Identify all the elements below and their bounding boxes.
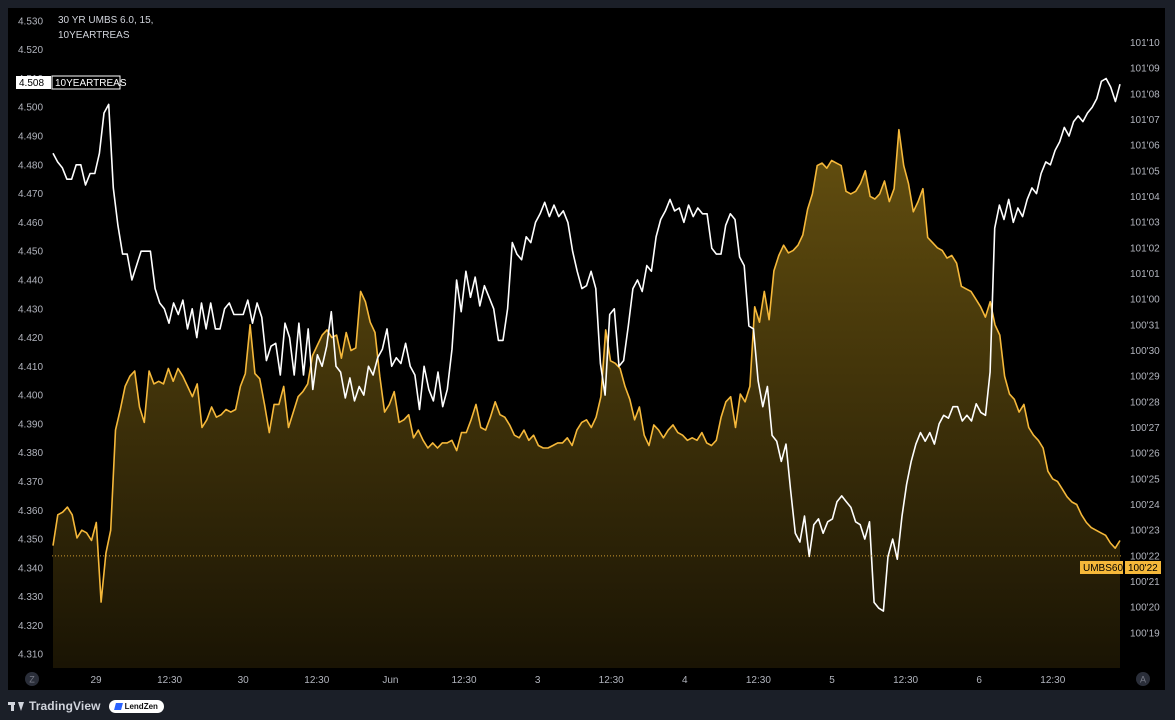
right-axis-tick: 100'26: [1130, 449, 1160, 460]
right-axis-tick: 101'02: [1130, 243, 1160, 254]
left-axis-tick: 4.430: [18, 304, 43, 315]
right-axis-tick: 100'22: [1130, 551, 1160, 562]
time-axis-tick: 12:30: [157, 675, 182, 686]
time-axis[interactable]: 29 12:30 30 12:30 Jun 12:30 3 12:30 4 12:30 5 12:30…: [90, 675, 1065, 686]
umbs-series-line[interactable]: [52, 128, 1121, 603]
left-axis-tick: 4.520: [18, 45, 43, 56]
right-axis-tick: 100'31: [1130, 320, 1160, 331]
umbs-badge-label: UMBS60: [1083, 563, 1123, 574]
right-axis-tick: 100'25: [1130, 474, 1160, 485]
right-axis-tick: 101'08: [1130, 89, 1160, 100]
time-axis-tick: 12:30: [304, 675, 329, 686]
auto-scale-right-button[interactable]: A: [1136, 672, 1150, 686]
time-axis-tick: 12:30: [451, 675, 476, 686]
left-axis-tick: 4.490: [18, 132, 43, 143]
right-axis-tick: 101'05: [1130, 166, 1160, 177]
right-price-axis[interactable]: 101'10 101'09 101'08 101'07 101'06 101'05 101'…: [1130, 38, 1160, 639]
right-axis-tick: 101'01: [1130, 269, 1160, 280]
treasury-last-value: 4.508: [19, 78, 44, 89]
auto-scale-left-label: Z: [29, 675, 35, 685]
right-axis-tick: 100'29: [1130, 372, 1160, 383]
time-axis-tick: 4: [682, 675, 688, 686]
right-axis-tick: 101'00: [1130, 295, 1160, 306]
time-axis-tick: 12:30: [1040, 675, 1065, 686]
time-axis-tick: 12:30: [893, 675, 918, 686]
left-axis-tick: 4.530: [18, 16, 43, 27]
legend-line-2: 10YEARTREAS: [58, 30, 130, 41]
umbs-line-group: [52, 128, 1121, 603]
left-axis-tick: 4.390: [18, 419, 43, 430]
right-axis-tick: 100'24: [1130, 500, 1160, 511]
auto-scale-left-button[interactable]: Z: [25, 672, 39, 686]
left-axis-tick: 4.370: [18, 477, 43, 488]
auto-scale-right-label: A: [1140, 675, 1146, 685]
left-axis-tick: 4.350: [18, 535, 43, 546]
right-axis-tick: 100'27: [1130, 423, 1160, 434]
time-axis-tick: 30: [238, 675, 250, 686]
left-axis-tick: 4.470: [18, 189, 43, 200]
time-axis-tick: 12:30: [599, 675, 624, 686]
right-axis-tick: 100'19: [1130, 628, 1160, 639]
left-axis-tick: 4.310: [18, 650, 43, 661]
tradingview-brand[interactable]: TradingView: [8, 699, 101, 713]
umbs-last-value: 100'22: [1128, 563, 1158, 574]
left-axis-tick: 4.320: [18, 621, 43, 632]
right-axis-tick: 100'23: [1130, 526, 1160, 537]
legend-line-1: 30 YR UMBS 6.0, 15,: [58, 15, 153, 26]
right-axis-tick: 101'09: [1130, 64, 1160, 75]
chart-svg[interactable]: 4.5304.5204.5104.5004.4904.4804.4704.460…: [8, 8, 1165, 690]
left-axis-tick: 4.380: [18, 448, 43, 459]
lendzen-label: LendZen: [124, 701, 158, 711]
lendzen-logo-icon: [113, 702, 123, 710]
treasury-series-line[interactable]: [52, 77, 1121, 612]
right-axis-tick: 101'10: [1130, 38, 1160, 49]
left-axis-tick: 4.460: [18, 218, 43, 229]
time-axis-tick: Jun: [382, 675, 398, 686]
treasury-badge-label: 10YEARTREAS: [55, 78, 127, 89]
treasury-last-value-badge: 4.508 10YEARTREAS: [16, 75, 127, 90]
treasury-line-group: [52, 77, 1121, 612]
right-axis-tick: 101'04: [1130, 192, 1160, 203]
left-axis-tick: 4.500: [18, 103, 43, 114]
left-axis-tick: 4.400: [18, 391, 43, 402]
left-axis-tick: 4.480: [18, 160, 43, 171]
left-axis-tick: 4.440: [18, 275, 43, 286]
left-axis-tick: 4.450: [18, 247, 43, 258]
time-axis-tick: 3: [535, 675, 541, 686]
right-axis-tick: 101'03: [1130, 218, 1160, 229]
right-axis-tick: 100'20: [1130, 603, 1160, 614]
time-axis-tick: 5: [829, 675, 835, 686]
left-axis-tick: 4.410: [18, 362, 43, 373]
left-axis-tick: 4.420: [18, 333, 43, 344]
tradingview-logo-icon: [8, 700, 24, 712]
chart-pane[interactable]: 4.5304.5204.5104.5004.4904.4804.4704.460…: [8, 8, 1165, 690]
footer-bar: TradingView LendZen: [0, 692, 1175, 720]
right-axis-tick: 100'28: [1130, 397, 1160, 408]
umbs-last-value-badge: UMBS60 100'22: [1080, 561, 1161, 574]
left-price-axis[interactable]: 4.5304.5204.5104.5004.4904.4804.4704.460…: [18, 16, 43, 660]
lendzen-badge[interactable]: LendZen: [108, 699, 164, 713]
umbs-area-fill: [53, 129, 1120, 668]
tradingview-brand-name: TradingView: [29, 699, 101, 713]
left-axis-tick: 4.330: [18, 592, 43, 603]
time-axis-tick: 6: [976, 675, 982, 686]
time-axis-tick: 12:30: [746, 675, 771, 686]
left-axis-tick: 4.360: [18, 506, 43, 517]
left-axis-tick: 4.340: [18, 563, 43, 574]
right-axis-tick: 100'30: [1130, 346, 1160, 357]
time-axis-tick: 29: [90, 675, 102, 686]
umbs-area-group: [53, 129, 1120, 668]
right-axis-tick: 100'21: [1130, 577, 1160, 588]
right-axis-tick: 101'06: [1130, 141, 1160, 152]
right-axis-tick: 101'07: [1130, 115, 1160, 126]
